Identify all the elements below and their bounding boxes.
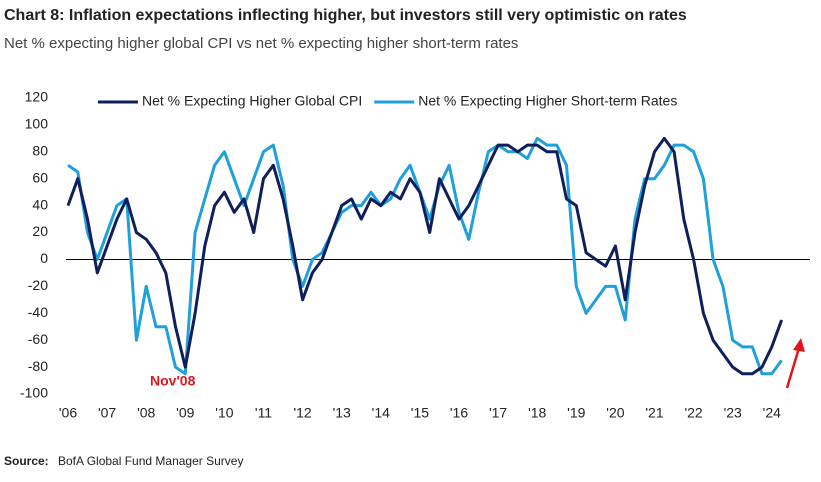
source-text: BofA Global Fund Manager Survey [58,454,243,468]
x-tick-label: '07 [98,405,116,421]
x-tick-label: '06 [59,405,77,421]
x-tick-label: '18 [528,405,546,421]
y-tick-label: 40 [32,196,48,212]
y-tick-label: 20 [32,223,48,239]
chart-title: Chart 8: Inflation expectations inflecti… [4,7,687,24]
legend-label: Net % Expecting Higher Short-term Rates [418,93,677,109]
x-tick-label: '20 [606,405,624,421]
x-tick-label: '22 [684,405,702,421]
series-line [67,136,783,376]
x-tick-label: '10 [215,405,233,421]
y-tick-label: 100 [25,116,49,132]
y-tick-label: 60 [32,169,48,185]
x-tick-label: '11 [255,405,272,421]
x-tick-label: '14 [372,405,390,421]
arrow [785,347,801,389]
legend-label: Net % Expecting Higher Global CPI [142,93,362,109]
y-tick-label: -60 [28,331,48,347]
x-tick-label: '24 [763,405,781,421]
y-tick-label: 0 [40,250,48,266]
y-tick-label: -40 [28,304,48,320]
y-tick-label: 80 [32,143,48,159]
x-tick-label: '09 [176,405,194,421]
annotation: Nov'08 [150,373,196,389]
y-tick-label: -100 [20,385,48,401]
series-line [66,136,784,376]
x-tick-label: '12 [293,405,311,421]
x-tick-label: '08 [137,405,155,421]
y-tick-label: -20 [28,277,48,293]
y-tick-label: -80 [28,358,48,374]
x-tick-label: '16 [450,405,468,421]
y-tick-label: 120 [25,89,49,105]
x-tick-label: '23 [724,405,742,421]
x-tick-label: '15 [411,405,429,421]
arrow-head [793,338,805,352]
x-tick-label: '19 [567,405,585,421]
x-tick-label: '13 [333,405,351,421]
chart-subtitle: Net % expecting higher global CPI vs net… [4,35,518,52]
x-tick-label: '21 [645,405,663,421]
x-tick-label: '17 [489,405,507,421]
source-label: Source: [4,454,49,468]
